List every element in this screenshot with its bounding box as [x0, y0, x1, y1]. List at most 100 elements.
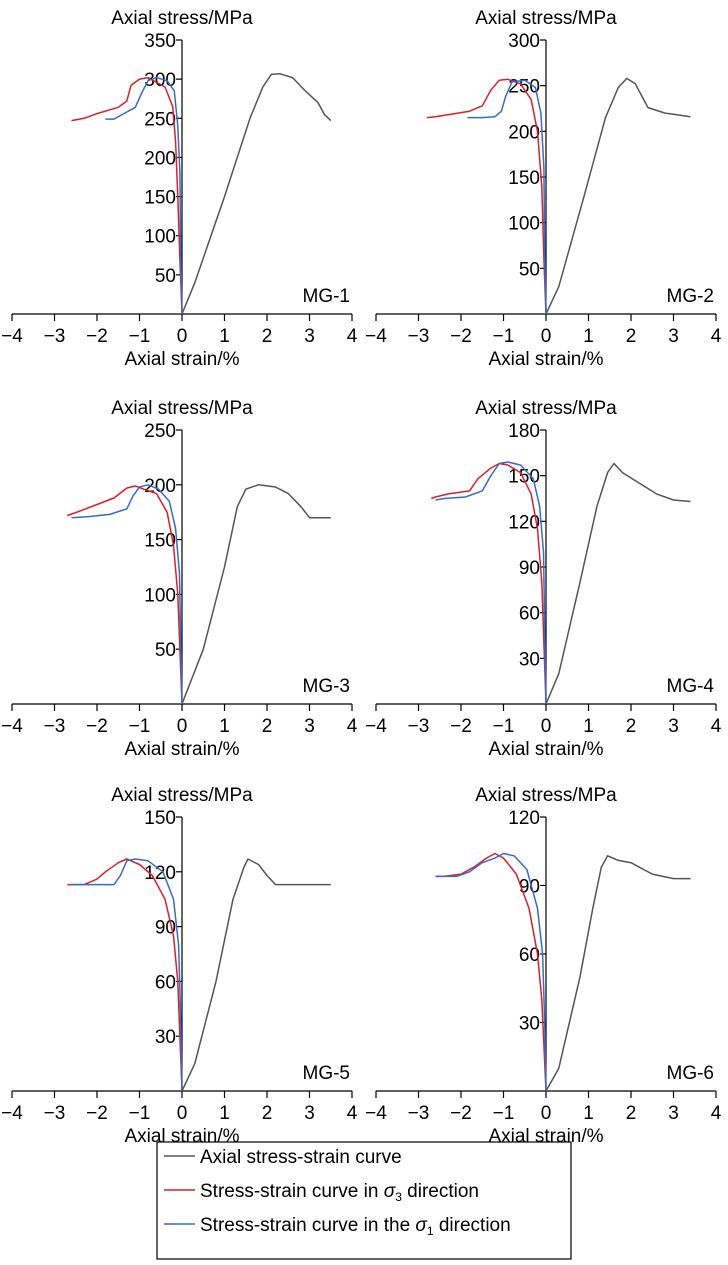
y-tick-label: 250: [144, 421, 176, 442]
x-tick-label: 0: [541, 326, 552, 347]
x-tick-label: 1: [583, 1103, 594, 1124]
x-tick-label: −1: [493, 716, 515, 737]
x-tick-label: −4: [1, 326, 23, 347]
x-tick-label: 4: [347, 326, 358, 347]
y-tick-label: 300: [144, 70, 176, 91]
legend-label-sigma3: Stress-strain curve in σ3 direction: [200, 1181, 479, 1204]
y-tick-label: 120: [508, 512, 540, 533]
x-tick-label: −3: [408, 1103, 430, 1124]
y-tick-label: 100: [144, 227, 176, 248]
x-axis-title: Axial strain/%: [488, 349, 603, 370]
x-tick-label: 3: [304, 716, 315, 737]
x-tick-label: 0: [177, 716, 188, 737]
x-tick-label: 4: [711, 716, 722, 737]
y-tick-label: 180: [508, 421, 540, 442]
y-tick-label: 60: [519, 945, 540, 966]
panel-id-label: MG-5: [303, 1063, 351, 1084]
series-line-axial: [545, 462, 691, 705]
series-line-axial: [181, 72, 332, 315]
y-tick-label: 200: [508, 122, 540, 143]
series-line-sigma3: [431, 462, 547, 705]
y-tick-label: 30: [519, 1014, 540, 1035]
y-tick-label: 150: [508, 467, 540, 488]
panel-mg-4: Axial stress/MPa −4 −3 −2 −1 0 1 2 3 4 Axial strai…: [365, 398, 722, 760]
panel-mg-1: Axial stress/MPa −4 −3 −2 −1 0 1 2 3 4 Axial strai…: [1, 8, 358, 370]
x-tick-label: 1: [219, 326, 230, 347]
y-tick-label: 150: [144, 188, 176, 209]
series-line-sigma1: [71, 858, 183, 1092]
y-axis-title: Axial stress/MPa: [475, 785, 617, 806]
x-tick-label: 3: [668, 326, 679, 347]
panel-id-label: MG-3: [303, 676, 351, 697]
x-tick-label: −1: [493, 326, 515, 347]
series-line-axial: [545, 855, 691, 1092]
x-tick-label: −4: [1, 716, 23, 737]
x-tick-label: 0: [541, 716, 552, 737]
y-tick-label: 50: [155, 266, 176, 287]
series-line-sigma1: [105, 76, 183, 315]
legend-label-axial: Axial stress-strain curve: [200, 1147, 402, 1168]
y-tick-label: 30: [519, 649, 540, 670]
y-axis-title: Axial stress/MPa: [111, 398, 253, 419]
y-tick-label: 150: [508, 168, 540, 189]
x-axis-title: Axial strain/%: [124, 739, 239, 760]
series-line-axial: [181, 484, 331, 705]
x-tick-label: −3: [44, 326, 66, 347]
x-tick-label: 1: [219, 716, 230, 737]
panel-mg-3: Axial stress/MPa −4 −3 −2 −1 0 1 2 3 4 Axial strai…: [1, 398, 358, 760]
series-line-sigma1: [435, 461, 547, 705]
x-tick-label: 2: [626, 326, 637, 347]
x-axis-title: Axial strain/%: [488, 739, 603, 760]
y-tick-label: 200: [144, 148, 176, 169]
legend-label-sigma1: Stress-strain curve in the σ1 direction: [200, 1215, 511, 1238]
series-line-sigma3: [67, 858, 183, 1092]
y-axis-title: Axial stress/MPa: [111, 8, 253, 29]
series-line-sigma1: [467, 79, 547, 315]
x-tick-label: −1: [129, 716, 151, 737]
x-tick-label: 4: [711, 1103, 722, 1124]
series-line-axial: [181, 858, 331, 1092]
x-tick-label: 3: [304, 326, 315, 347]
x-tick-label: 3: [668, 716, 679, 737]
x-tick-label: −4: [365, 326, 387, 347]
x-tick-label: 2: [626, 716, 637, 737]
x-tick-label: −4: [1, 1103, 23, 1124]
series-line-sigma3: [67, 485, 183, 705]
panel-id-label: MG-2: [667, 286, 715, 307]
x-tick-label: −2: [86, 1103, 108, 1124]
x-tick-label: 2: [262, 326, 273, 347]
x-tick-label: −1: [129, 326, 151, 347]
y-tick-label: 350: [144, 31, 176, 52]
x-tick-label: 0: [541, 1103, 552, 1124]
x-tick-label: −1: [493, 1103, 515, 1124]
x-tick-label: −1: [129, 1103, 151, 1124]
y-tick-label: 30: [155, 1027, 176, 1048]
x-tick-label: 0: [177, 1103, 188, 1124]
y-tick-label: 200: [144, 476, 176, 497]
y-tick-label: 90: [519, 877, 540, 898]
x-tick-label: 3: [304, 1103, 315, 1124]
y-tick-label: 150: [144, 808, 176, 829]
x-tick-label: 2: [262, 1103, 273, 1124]
x-tick-label: 0: [177, 326, 188, 347]
series-line-sigma3: [426, 78, 547, 315]
y-tick-label: 300: [508, 31, 540, 52]
x-tick-label: 1: [583, 326, 594, 347]
x-tick-label: 3: [668, 1103, 679, 1124]
x-tick-label: −2: [86, 326, 108, 347]
y-axis-title: Axial stress/MPa: [111, 785, 253, 806]
panel-id-label: MG-6: [667, 1063, 715, 1084]
x-axis-title: Axial strain/%: [124, 349, 239, 370]
y-axis-title: Axial stress/MPa: [475, 8, 617, 29]
x-tick-label: −2: [86, 716, 108, 737]
legend-box: [156, 1141, 572, 1260]
x-tick-label: −3: [44, 1103, 66, 1124]
x-tick-label: 1: [583, 716, 594, 737]
x-tick-label: −2: [450, 326, 472, 347]
x-tick-label: 2: [262, 716, 273, 737]
x-tick-label: 2: [626, 1103, 637, 1124]
legend: Axial stress-strain curve Stress-strain …: [156, 1141, 572, 1260]
